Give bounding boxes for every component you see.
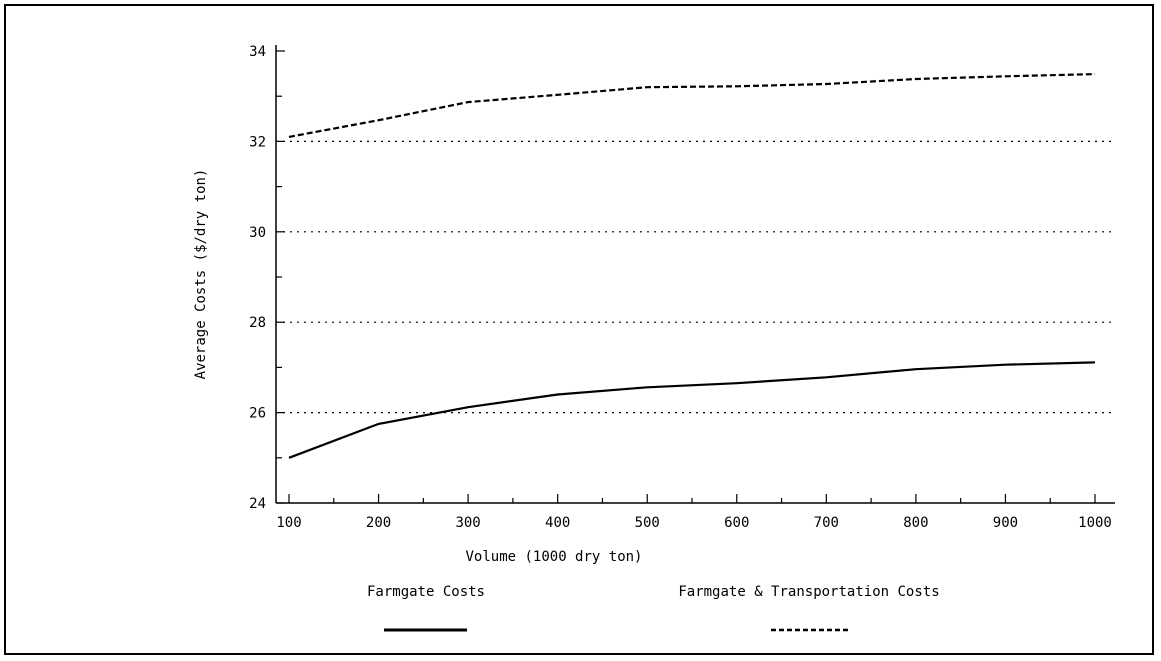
x-tick-label-700: 700 <box>814 515 839 531</box>
x-tick-label-300: 300 <box>455 515 480 531</box>
x-tick-label-800: 800 <box>903 515 928 531</box>
legend-label-farmgate-transportation: Farmgate & Transportation Costs <box>678 584 939 600</box>
x-tick-label-200: 200 <box>366 515 391 531</box>
x-tick-label-100: 100 <box>276 515 301 531</box>
y-tick-label-30: 30 <box>249 225 266 241</box>
y-tick-label-26: 26 <box>249 406 266 422</box>
chart-frame: 24 26 28 30 32 34 100 200 300 400 500 600 700 800 900 1… <box>4 4 1154 655</box>
grid-lines <box>276 140 1115 414</box>
axes <box>275 45 1115 504</box>
y-axis-label: Average Costs ($/dry ton) <box>193 169 209 380</box>
y-tick-label-24: 24 <box>249 496 266 512</box>
series-lines <box>288 73 1096 459</box>
x-tick-label-1000: 1000 <box>1078 515 1112 531</box>
y-tick-label-32: 32 <box>249 134 266 150</box>
line-chart: 24 26 28 30 32 34 100 200 300 400 500 600 700 800 900 1… <box>193 44 1115 632</box>
x-tick-label-900: 900 <box>993 515 1018 531</box>
y-tick-label-34: 34 <box>249 44 266 60</box>
tick-labels: 24 26 28 30 32 34 100 200 300 400 500 600 700 800 900 1… <box>249 44 1112 531</box>
x-tick-label-600: 600 <box>724 515 749 531</box>
x-tick-label-400: 400 <box>545 515 570 531</box>
series-line-0 <box>288 361 1096 459</box>
x-axis-label: Volume (1000 dry ton) <box>465 549 642 565</box>
x-tick-label-500: 500 <box>635 515 660 531</box>
legend-label-farmgate: Farmgate Costs <box>367 584 485 600</box>
series-line-1 <box>288 73 1096 138</box>
y-tick-label-28: 28 <box>249 315 266 331</box>
